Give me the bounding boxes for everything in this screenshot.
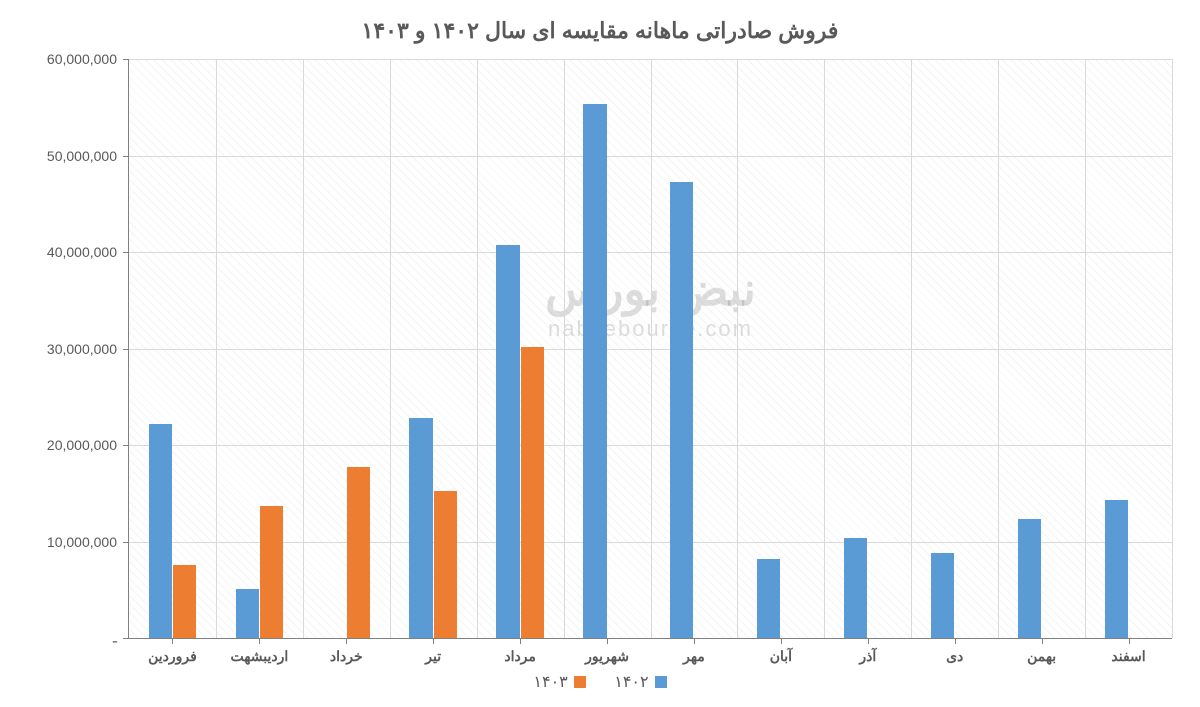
y-axis-label: 10,000,000: [47, 534, 129, 550]
vgrid-line: [564, 59, 565, 638]
x-axis-label: آبان: [770, 638, 792, 665]
bar: [173, 565, 196, 638]
bar: [409, 418, 432, 638]
legend: ۱۴۰۲ ۱۴۰۳: [0, 672, 1200, 693]
x-axis-label: ارديبشهت: [231, 638, 289, 665]
bar: [670, 182, 693, 638]
bar: [149, 424, 172, 638]
bar: [844, 538, 867, 638]
legend-swatch-1403: [574, 676, 586, 688]
vgrid-line: [651, 59, 652, 638]
y-axis-label: ـ: [113, 630, 129, 647]
vgrid-line: [737, 59, 738, 638]
legend-item-1402: ۱۴۰۲: [614, 672, 666, 692]
x-axis-label: شهریور: [585, 638, 629, 665]
bar: [347, 467, 370, 638]
x-axis-label: مرداد: [504, 638, 536, 665]
legend-swatch-1402: [655, 676, 667, 688]
legend-label-1402: ۱۴۰۲: [614, 672, 648, 692]
bar: [1018, 519, 1041, 638]
vgrid-line: [1172, 59, 1173, 638]
vgrid-line: [303, 59, 304, 638]
y-axis-label: 60,000,000: [47, 51, 129, 67]
bar: [521, 347, 544, 638]
x-axis-label: فروردین: [148, 638, 197, 665]
vgrid-line: [911, 59, 912, 638]
vgrid-line: [998, 59, 999, 638]
vgrid-line: [1085, 59, 1086, 638]
bar: [583, 104, 606, 638]
bar: [757, 559, 780, 638]
vgrid-line: [216, 59, 217, 638]
bar: [260, 506, 283, 638]
x-axis-label: دی: [946, 638, 963, 665]
y-axis-label: 40,000,000: [47, 244, 129, 260]
x-axis-label: خرداد: [330, 638, 363, 665]
x-axis-label: بهمن: [1027, 638, 1056, 665]
x-axis-label: آذر: [859, 638, 876, 665]
bar: [1105, 500, 1128, 638]
vgrid-line: [477, 59, 478, 638]
y-axis-label: 30,000,000: [47, 341, 129, 357]
plot-wrap: نبض بورس nabzebourse.com ـ10,000,00020,0…: [128, 59, 1172, 639]
chart-title: فروش صادراتی ماهانه مقایسه ای سال ۱۴۰۲ و…: [18, 18, 1182, 44]
vgrid-line: [824, 59, 825, 638]
y-axis-label: 20,000,000: [47, 437, 129, 453]
bar: [496, 245, 519, 638]
x-axis-label: تیر: [425, 638, 441, 665]
plot-area: نبض بورس nabzebourse.com ـ10,000,00020,0…: [128, 59, 1172, 639]
bar: [931, 553, 954, 638]
legend-item-1403: ۱۴۰۳: [533, 672, 585, 692]
y-axis-label: 50,000,000: [47, 148, 129, 164]
x-axis-label: مهر: [683, 638, 705, 665]
bar: [236, 589, 259, 638]
chart-container: فروش صادراتی ماهانه مقایسه ای سال ۱۴۰۲ و…: [0, 0, 1200, 707]
bar: [434, 491, 457, 638]
x-axis-label: اسفند: [1111, 638, 1145, 665]
legend-label-1403: ۱۴۰۳: [533, 672, 567, 692]
vgrid-line: [390, 59, 391, 638]
